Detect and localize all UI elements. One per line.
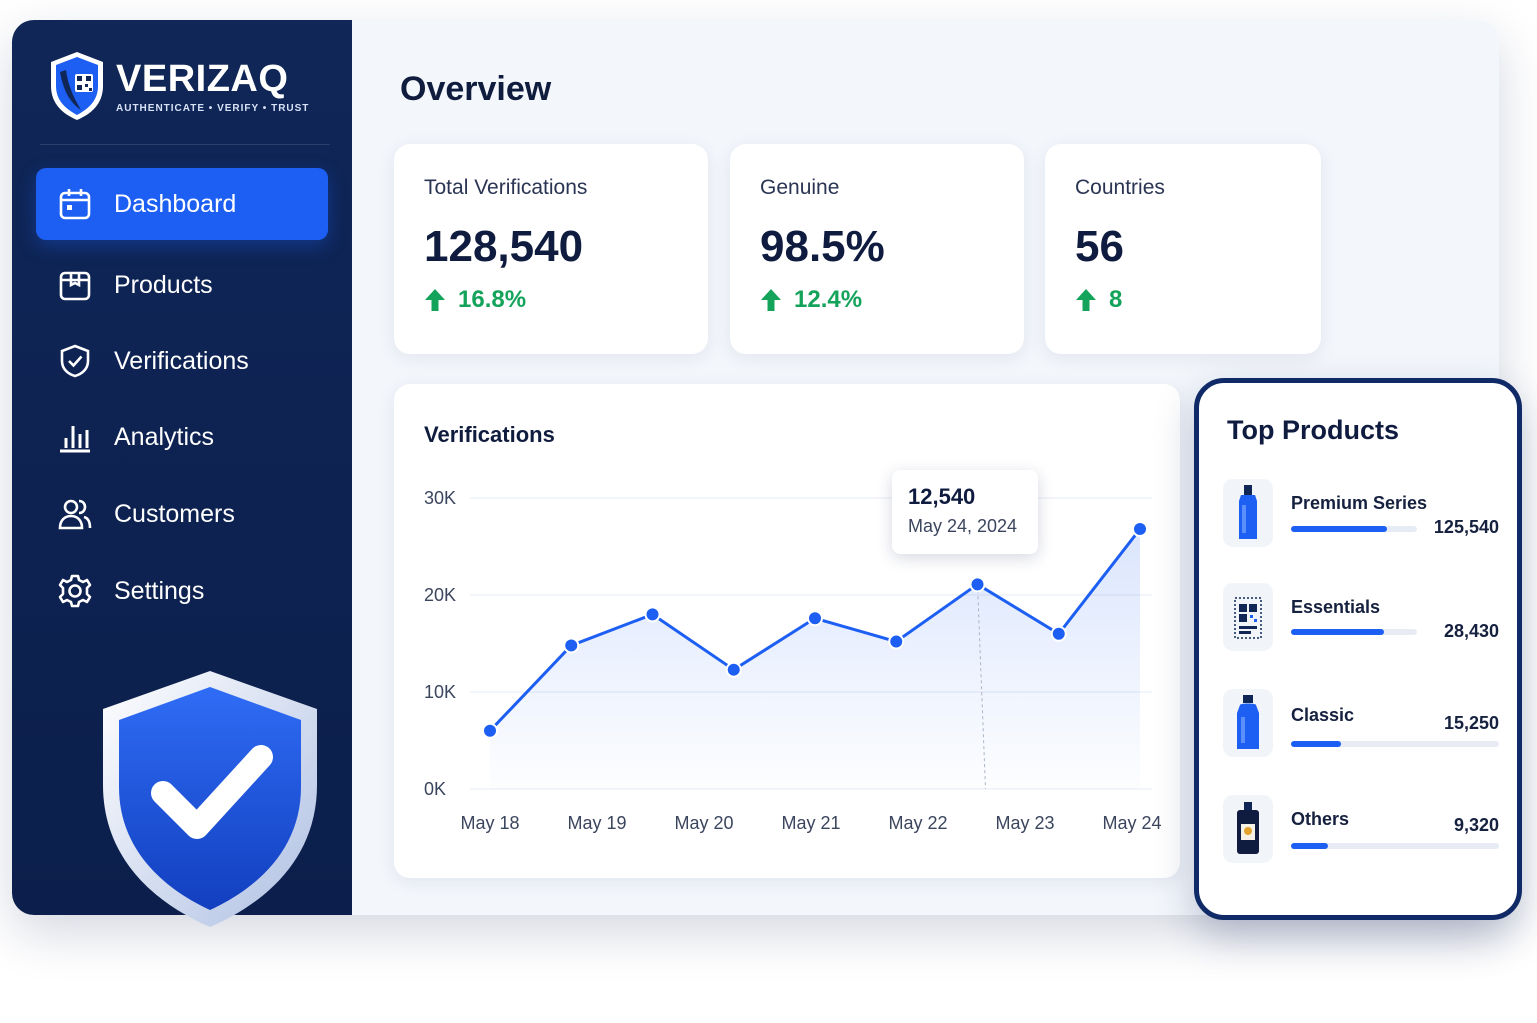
y-tick-label: 30K — [424, 488, 456, 508]
stat-delta: 16.8% — [424, 286, 678, 314]
tooltip-date: May 24, 2024 — [908, 516, 1018, 536]
stat-card-genuine[interactable]: Genuine 98.5% 12.4% — [730, 144, 1024, 354]
stat-value: 56 — [1075, 222, 1124, 271]
stat-delta: 12.4% — [760, 286, 994, 314]
top-products-title: Top Products — [1227, 415, 1399, 445]
data-point — [807, 610, 823, 627]
data-point — [563, 637, 580, 654]
product-value: 125,540 — [1433, 517, 1499, 537]
stat-delta-value: 12.4% — [794, 286, 863, 313]
stat-label: Genuine — [760, 176, 840, 199]
chart-tooltip: 12,540 May 24, 2024 — [892, 470, 1038, 554]
stat-label: Total Verifications — [424, 176, 588, 199]
brand[interactable]: VERIZAQ AUTHENTICATE • VERIFY • TRUST — [48, 50, 309, 122]
chart-title: Verifications — [424, 422, 555, 447]
sidebar-item-label: Settings — [114, 576, 205, 605]
y-tick-label: 10K — [424, 682, 456, 702]
data-point — [969, 576, 986, 593]
product-row-others[interactable]: Others 9,320 — [1223, 795, 1499, 867]
y-tick-label: 20K — [424, 585, 456, 605]
sidebar-item-analytics[interactable]: Analytics — [36, 401, 328, 473]
product-value: 15,250 — [1443, 713, 1499, 733]
tooltip-guide-line — [977, 584, 986, 790]
x-tick-label: May 21 — [781, 813, 840, 833]
data-point — [1132, 521, 1148, 538]
stat-value: 98.5% — [760, 222, 885, 271]
product-row-premium-series[interactable]: Premium Series 125,540 — [1223, 479, 1499, 551]
data-point — [1050, 625, 1067, 642]
verifications-chart-card: Verifications 0K 10K 20K 30K May 18 May 19 May… — [394, 384, 1180, 878]
sidebar-item-label: Dashboard — [114, 189, 237, 218]
y-tick-label: 0K — [424, 779, 446, 799]
product-bar — [1291, 629, 1417, 635]
x-tick-label: May 23 — [995, 813, 1054, 833]
data-point — [482, 722, 498, 739]
sidebar-divider — [40, 144, 330, 145]
sidebar-item-products[interactable]: Products — [36, 249, 328, 321]
sidebar-item-label: Products — [114, 270, 213, 299]
stat-value: 128,540 — [424, 222, 584, 271]
sidebar-item-label: Customers — [114, 499, 235, 528]
stat-card-countries[interactable]: Countries 56 8 — [1045, 144, 1321, 354]
product-row-essentials[interactable]: Essentials 28,430 — [1223, 583, 1499, 655]
data-point — [888, 633, 905, 650]
stat-delta: 8 — [1075, 286, 1291, 314]
product-name: Others — [1291, 809, 1350, 829]
tag-icon — [1237, 802, 1259, 854]
product-name: Essentials — [1291, 597, 1381, 617]
product-bar — [1291, 526, 1417, 532]
bar-chart-icon — [60, 426, 90, 453]
product-bar — [1291, 843, 1499, 849]
arrow-up-icon — [425, 289, 445, 311]
x-tick-label: May 24 — [1102, 813, 1161, 833]
product-name: Classic — [1291, 705, 1355, 725]
brand-tagline: AUTHENTICATE • VERIFY • TRUST — [116, 102, 310, 114]
x-tick-label: May 20 — [674, 813, 733, 833]
shield-check-icon — [60, 344, 90, 378]
box-icon — [59, 271, 91, 301]
product-bar — [1291, 741, 1499, 747]
product-value: 28,430 — [1443, 621, 1499, 641]
sidebar-item-customers[interactable]: Customers — [36, 478, 328, 550]
qr-code-icon — [1234, 597, 1262, 639]
sidebar-item-label: Verifications — [114, 346, 249, 375]
tooltip-value: 12,540 — [908, 484, 976, 509]
stat-delta-value: 8 — [1109, 286, 1123, 313]
page-title: Overview — [400, 70, 552, 108]
x-tick-label: May 19 — [567, 813, 626, 833]
x-tick-label: May 22 — [888, 813, 947, 833]
sidebar-item-dashboard[interactable]: Dashboard — [36, 168, 328, 240]
top-products-panel: Top Products Premium Series 125,540 — [1194, 378, 1522, 920]
sidebar-item-label: Analytics — [114, 422, 215, 451]
sidebar-item-settings[interactable]: Settings — [36, 555, 328, 627]
product-name: Premium Series — [1291, 493, 1428, 513]
shield-qr-icon — [51, 52, 103, 120]
stat-delta-value: 16.8% — [458, 286, 527, 313]
stat-card-total-verifications[interactable]: Total Verifications 128,540 16.8% — [394, 144, 708, 354]
users-icon — [58, 499, 92, 530]
gear-icon — [58, 574, 92, 608]
calendar-icon — [59, 189, 91, 220]
stat-label: Countries — [1075, 176, 1165, 199]
shield-check-icon — [103, 671, 317, 927]
data-point — [644, 606, 661, 623]
product-row-classic[interactable]: Classic 15,250 — [1223, 689, 1499, 761]
brand-name: VERIZAQ — [116, 57, 289, 100]
bottle-icon — [1237, 695, 1259, 749]
arrow-up-icon — [1076, 289, 1096, 311]
sidebar-item-verifications[interactable]: Verifications — [36, 325, 328, 397]
verifications-chart[interactable]: 0K 10K 20K 30K May 18 May 19 May 20 May 21 May 2… — [394, 384, 1180, 878]
chart-area-fill — [490, 529, 1140, 789]
x-tick-label: May 18 — [460, 813, 519, 833]
bottle-icon — [1239, 485, 1257, 539]
arrow-up-icon — [761, 289, 781, 311]
product-value: 9,320 — [1453, 815, 1499, 835]
data-point — [725, 661, 742, 678]
